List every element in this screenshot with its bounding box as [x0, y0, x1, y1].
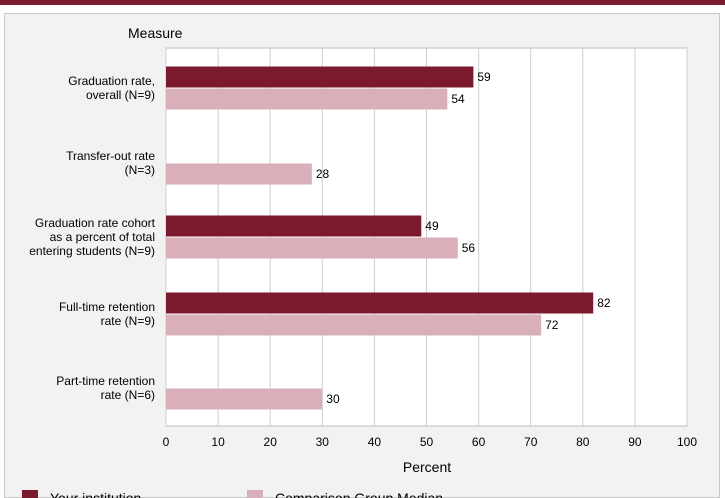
legend-swatch	[247, 490, 263, 498]
x-tick-label: 60	[472, 435, 486, 449]
legend: Your institution Comparison Group Median	[22, 490, 443, 498]
x-axis-title: Percent	[403, 459, 451, 475]
data-label: 54	[451, 92, 465, 106]
legend-swatch	[22, 490, 38, 498]
data-label: 49	[425, 219, 439, 233]
bar	[166, 88, 448, 110]
category-axis-title: Measure	[128, 25, 183, 41]
x-tick-label: 80	[576, 435, 590, 449]
category-label: Graduation rate cohort	[35, 216, 156, 230]
category-label: Graduation rate,	[68, 74, 155, 88]
category-label: as a percent of total	[50, 230, 155, 244]
x-tick-label: 90	[628, 435, 642, 449]
category-label: (N=3)	[125, 163, 155, 177]
labels: 0 10 20 30 40 50 60 70 80 90 100 Graduation rate,ov…	[29, 70, 697, 449]
category-label: overall (N=9)	[86, 88, 155, 102]
category-label: rate (N=9)	[101, 314, 155, 328]
top-accent-bar	[0, 0, 725, 5]
x-tick-label: 40	[368, 435, 382, 449]
category-label: rate (N=6)	[101, 388, 155, 402]
data-label: 72	[545, 318, 559, 332]
bars	[166, 66, 594, 410]
data-label: 56	[462, 241, 476, 255]
bar	[166, 215, 422, 237]
category-label: Transfer-out rate	[66, 149, 155, 163]
x-tick-label: 0	[163, 435, 170, 449]
data-label: 59	[477, 70, 491, 84]
bar	[166, 237, 458, 259]
category-label: Part-time retention	[56, 374, 155, 388]
bar	[166, 163, 312, 185]
data-label: 28	[316, 167, 330, 181]
x-tick-label: 70	[524, 435, 538, 449]
x-tick-label: 100	[677, 435, 697, 449]
gridlines	[165, 47, 688, 427]
bar	[166, 292, 594, 314]
x-tick-label: 10	[211, 435, 225, 449]
category-label: Full-time retention	[59, 300, 155, 314]
bar	[166, 314, 542, 336]
data-label: 30	[326, 392, 340, 406]
legend-label: Comparison Group Median	[275, 490, 443, 498]
category-label: entering students (N=9)	[29, 244, 155, 258]
x-tick-label: 30	[316, 435, 330, 449]
legend-label: Your institution	[50, 490, 141, 498]
bar	[166, 66, 474, 88]
data-label: 82	[597, 296, 611, 310]
x-tick-label: 50	[420, 435, 434, 449]
x-tick-label: 20	[264, 435, 278, 449]
bar	[166, 388, 323, 410]
